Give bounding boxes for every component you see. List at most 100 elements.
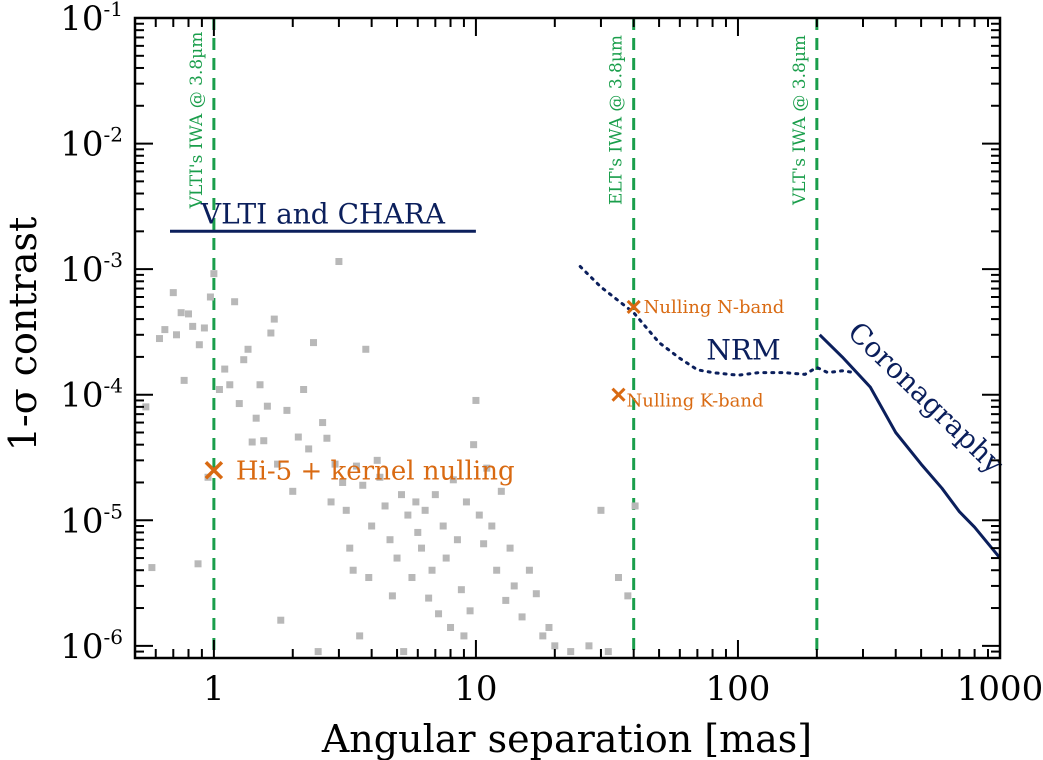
scatter-point (323, 434, 331, 442)
scatter-point (388, 592, 396, 600)
scatter-point (215, 386, 223, 394)
scatter-point (189, 322, 197, 330)
scatter-point (488, 522, 496, 530)
x-tick-label: 1000 (957, 669, 1043, 709)
scatter-point (518, 613, 526, 621)
y-tick-label: 10-3 (60, 248, 123, 290)
scatter-point (462, 498, 470, 506)
scatter-point (305, 445, 313, 453)
axes: 1 10 100 1000 10-6 10-5 10-4 10-3 10-2 10-1 (60, 0, 1043, 709)
scatter-point (425, 594, 433, 602)
scatter-point (368, 522, 376, 530)
marker-cross (611, 387, 626, 402)
scatter-points (142, 258, 639, 656)
iwa-label: ELT's IWA @ 3.8µm (607, 35, 627, 205)
iwa-lines (212, 18, 819, 658)
scatter-point (359, 481, 367, 489)
scatter-point (457, 586, 465, 594)
scatter-point (289, 487, 297, 495)
y-tick-label: 10-6 (60, 625, 123, 667)
scatter-point (475, 511, 483, 519)
scatter-point (502, 596, 510, 604)
scatter-point (356, 632, 364, 640)
scatter-point (449, 476, 457, 484)
iwa-labels: VLTI's IWA @ 3.8µm ELT's IWA @ 3.8µm VLT's… (187, 32, 810, 210)
scatter-point (525, 566, 533, 574)
scatter-point (398, 491, 406, 499)
scatter-point (352, 462, 360, 470)
scatter-point (472, 396, 480, 404)
scatter-point (597, 506, 605, 514)
scatter-point (206, 293, 214, 301)
scatter-point (274, 460, 282, 468)
scatter-point (386, 536, 394, 544)
iwa-label: VLT's IWA @ 3.8µm (790, 35, 810, 206)
scatter-point (447, 623, 455, 631)
series-line (818, 333, 1002, 560)
scatter-point (327, 498, 335, 506)
marker-cross (626, 299, 641, 314)
x-tick-label: 1 (203, 669, 225, 709)
scatter-point (483, 464, 491, 472)
y-tick-label: 10-5 (60, 499, 123, 541)
x-axis-title: Angular separation [mas] (321, 717, 812, 760)
scatter-point (339, 478, 347, 486)
scatter-point (155, 335, 163, 343)
series-label: Coronagraphy (841, 315, 1010, 480)
series-label: NRM (706, 334, 780, 367)
scatter-point (435, 610, 443, 618)
scatter-point (362, 345, 370, 353)
scatter-point (631, 502, 639, 510)
scatter-point (335, 258, 343, 266)
scatter-point (460, 632, 468, 640)
scatter-point (428, 566, 436, 574)
scatter-point (585, 642, 593, 650)
plot-frame (133, 16, 1002, 660)
scatter-point (184, 310, 192, 318)
scatter-point (510, 582, 518, 590)
scatter-point (252, 414, 260, 422)
scatter-point (172, 331, 180, 339)
scatter-point (142, 403, 150, 411)
marker-label: Nulling N-band (644, 297, 785, 318)
scatter-point (470, 441, 478, 449)
scatter-point (310, 339, 318, 347)
y-tick-label: 10-2 (60, 123, 123, 165)
scatter-point (267, 329, 275, 337)
scatter-point (376, 473, 384, 481)
scatter-point (624, 592, 632, 600)
scatter-point (551, 642, 559, 650)
iwa-label: VLTI's IWA @ 3.8µm (187, 32, 207, 210)
scatter-point (180, 376, 188, 384)
scatter-point (256, 381, 264, 389)
data-lines: VLTI and CHARA NRM Coronagraphy (170, 197, 1010, 560)
scatter-point (545, 623, 553, 631)
scatter-point (248, 438, 256, 446)
scatter-point (497, 487, 505, 495)
series-label: VLTI and CHARA (200, 197, 446, 230)
scatter-point (439, 522, 447, 530)
x-tick-label: 10 (454, 669, 497, 709)
scatter-point (240, 356, 248, 364)
marker-cross (204, 461, 224, 480)
scatter-point (331, 460, 339, 468)
scatter-point (567, 648, 575, 656)
scatter-point (532, 590, 540, 598)
scatter-point (300, 386, 308, 394)
scatter-point (493, 566, 501, 574)
scatter-point (210, 270, 218, 278)
scatter-point (506, 544, 514, 552)
measurement-markers: Hi-5 + kernel nulling Nulling N-band Nulli… (204, 297, 785, 486)
scatter-point (277, 616, 285, 624)
scatter-point (480, 540, 488, 548)
scatter-point (346, 544, 354, 552)
y-axis-title: 1-σ contrast (1, 217, 45, 452)
marker-label: Nulling K-band (626, 391, 763, 412)
scatter-point (414, 528, 422, 536)
scatter-point (177, 309, 185, 317)
scatter-point (421, 506, 429, 514)
x-tick-label: 100 (706, 669, 771, 709)
scatter-point (195, 341, 203, 349)
y-tick-label: 10-1 (60, 0, 123, 39)
